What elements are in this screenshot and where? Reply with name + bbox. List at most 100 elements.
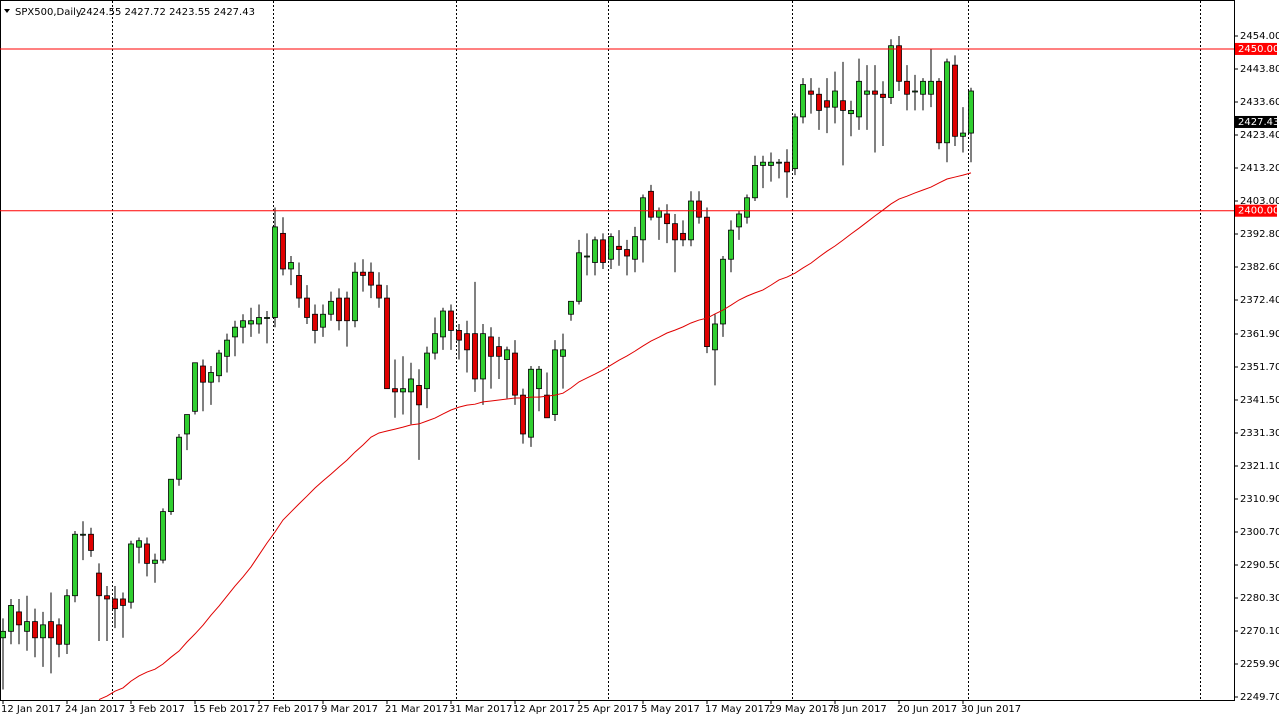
candle-body [672, 223, 678, 241]
x-tick-label: 24 Jan 2017 [65, 704, 125, 715]
candle-body [160, 511, 166, 561]
y-tick-label: 2310.90 [1240, 494, 1279, 505]
candle-body [288, 262, 294, 270]
candle-body [328, 300, 334, 315]
candle-body [64, 595, 70, 645]
candle-body [448, 310, 454, 331]
candle-body [264, 317, 270, 319]
candle-body [720, 258, 726, 325]
candle-body [496, 346, 502, 357]
candle-body [592, 239, 598, 263]
level-tag [1235, 42, 1277, 55]
candle-body [944, 61, 950, 144]
candle-body [360, 271, 366, 276]
candle-body [600, 239, 606, 263]
candle-body [752, 165, 758, 199]
candle-body [240, 320, 246, 328]
x-tick-label: 31 Mar 2017 [449, 704, 512, 715]
y-tick-label: 2392.80 [1240, 229, 1279, 240]
level-label: 2450.00 [1238, 44, 1279, 55]
y-tick-label: 2361.90 [1240, 329, 1279, 340]
y-tick-label: 2423.40 [1240, 130, 1279, 141]
candle-body [120, 598, 126, 606]
candle-body [184, 414, 190, 435]
candle-body [608, 236, 614, 260]
candle-body [616, 245, 622, 250]
candle-body [912, 90, 918, 93]
candle-body [72, 533, 78, 597]
candle-body [696, 200, 702, 218]
candle-body [256, 317, 262, 325]
candle-body [456, 330, 462, 341]
candle-body [776, 161, 782, 164]
candle-body [656, 210, 662, 218]
candle-body [352, 271, 358, 322]
candle-body [960, 132, 966, 137]
ohlc-readout: 2424.55 2427.72 2423.55 2427.43 [80, 7, 255, 18]
price-tag [1235, 115, 1277, 128]
candle-body [936, 80, 942, 144]
x-tick-label: 15 Feb 2017 [193, 704, 255, 715]
y-tick-label: 2321.10 [1240, 461, 1279, 472]
candle-body [744, 197, 750, 218]
candle-body [176, 436, 182, 480]
candle-body [888, 45, 894, 98]
candle-body [544, 394, 550, 419]
candle-body [80, 533, 86, 536]
symbol-arrow [4, 9, 10, 13]
candle-body [312, 313, 318, 331]
level-tag [1235, 204, 1277, 217]
candles [0, 36, 974, 690]
x-tick-label: 12 Jan 2017 [1, 704, 61, 715]
candle-body [112, 598, 118, 610]
y-tick-label: 2249.70 [1240, 692, 1279, 703]
candle-body [416, 385, 422, 406]
candle-body [792, 116, 798, 170]
candle-body [680, 232, 686, 241]
candle-body [560, 349, 566, 357]
candle-body [272, 226, 278, 318]
candle-body [24, 621, 30, 632]
candle-body [736, 213, 742, 228]
candle-body [632, 236, 638, 260]
candle-body [40, 624, 46, 639]
x-tick-label: 25 Apr 2017 [577, 704, 639, 715]
candle-body [808, 90, 814, 95]
candle-body [376, 284, 382, 299]
candle-body [928, 80, 934, 95]
candle-body [952, 64, 958, 137]
candle-body [768, 161, 774, 166]
candle-body [488, 336, 494, 357]
y-tick-label: 2259.90 [1240, 659, 1279, 670]
candle-body [224, 339, 230, 357]
x-tick-label: 8 Jun 2017 [833, 704, 887, 715]
candle-body [104, 595, 110, 600]
candle-body [48, 621, 54, 639]
candle-body [144, 543, 150, 564]
x-tick-label: 30 Jun 2017 [961, 704, 1021, 715]
x-tick-label: 17 May 2017 [705, 704, 770, 715]
candle-body [248, 320, 254, 325]
y-tick-label: 2270.10 [1240, 626, 1279, 637]
candle-body [192, 362, 198, 412]
x-tick-label: 29 May 2017 [769, 704, 834, 715]
moving-average [98, 172, 972, 701]
candle-body [968, 90, 974, 134]
candle-body [296, 275, 302, 299]
candle-body [728, 229, 734, 260]
candle-body [96, 572, 102, 597]
y-tick-label: 2403.00 [1240, 196, 1279, 207]
y-tick-label: 2413.20 [1240, 163, 1279, 174]
y-tick-label: 2372.40 [1240, 295, 1279, 306]
candle-body [568, 300, 574, 315]
candle-body [88, 533, 94, 551]
candle-body [536, 368, 542, 390]
candle-body [520, 394, 526, 435]
level-label: 2400.00 [1238, 206, 1279, 217]
candle-body [56, 624, 62, 645]
candle-body [424, 352, 430, 390]
candle-body [0, 630, 6, 639]
y-tick-label: 2351.70 [1240, 362, 1279, 373]
candle-body [824, 100, 830, 108]
